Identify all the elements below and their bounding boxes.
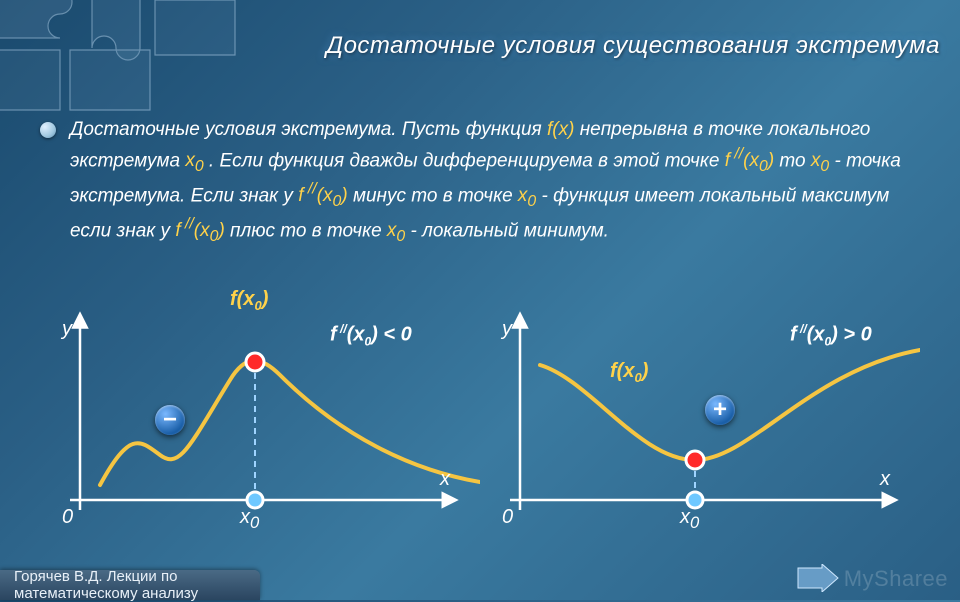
fx: f(x) [547, 119, 574, 140]
chart-max-svg [40, 300, 480, 560]
para-lead: Достаточные условия экстремума. [70, 119, 397, 140]
footer-text: Горячев В.Д. Лекции по математическому а… [14, 568, 260, 602]
bullet-icon [40, 122, 56, 138]
para-t8: плюс то в точке [225, 220, 387, 241]
x0d: x0 [387, 220, 405, 241]
sign-plus-badge: + [705, 395, 735, 425]
chart-minimum: y x 0 x0 f(x0) f //(x0) > 0 + [480, 300, 920, 560]
origin-label: 0 [62, 506, 73, 529]
slide-title-bar: Достаточные условия существования экстре… [240, 28, 960, 64]
para-t1: Пусть функция [397, 119, 547, 140]
sign-minus-badge: − [155, 405, 185, 435]
extremum-point [686, 451, 704, 469]
para-t4: то [774, 150, 811, 171]
cond-label-max: f //(x0) < 0 [330, 322, 412, 349]
x0c: x0 [518, 185, 536, 206]
origin-label: 0 [502, 506, 513, 529]
para-t3: . Если функция дважды дифференцируема в … [204, 150, 725, 171]
extremum-point [246, 353, 264, 371]
x0-label: x0 [240, 506, 259, 533]
chart-maximum: y x 0 x0 f(x0) f //(x0) < 0 − [40, 300, 480, 560]
para-t6: минус то в точке [348, 185, 518, 206]
x-label: x [440, 468, 450, 491]
x-label: x [880, 468, 890, 491]
charts-row: y x 0 x0 f(x0) f //(x0) < 0 − y x 0 [40, 300, 920, 560]
y-label: y [502, 318, 512, 341]
fpp2: f //(x0) [298, 185, 347, 206]
x0b: x0 [811, 150, 829, 171]
next-arrow-button[interactable] [796, 564, 840, 592]
fpp1: f //(x0) [725, 150, 774, 171]
fpp3: f //(x0) [175, 220, 224, 241]
para-t9: - локальный минимум. [405, 220, 609, 241]
y-label: y [62, 318, 72, 341]
cond-label-min: f //(x0) > 0 [790, 322, 872, 349]
x0a: x0 [185, 150, 203, 171]
slide-title: Достаточные условия существования экстре… [326, 32, 940, 60]
footer-author: Горячев В.Д. Лекции по математическому а… [0, 570, 260, 600]
watermark: MySharee [844, 566, 948, 592]
body-paragraph: Достаточные условия экстремума. Пусть фу… [70, 116, 920, 249]
x0-label: x0 [680, 506, 699, 533]
fn-label-min: f(x0) [610, 360, 648, 385]
fn-label-max: f(x0) [230, 288, 268, 313]
